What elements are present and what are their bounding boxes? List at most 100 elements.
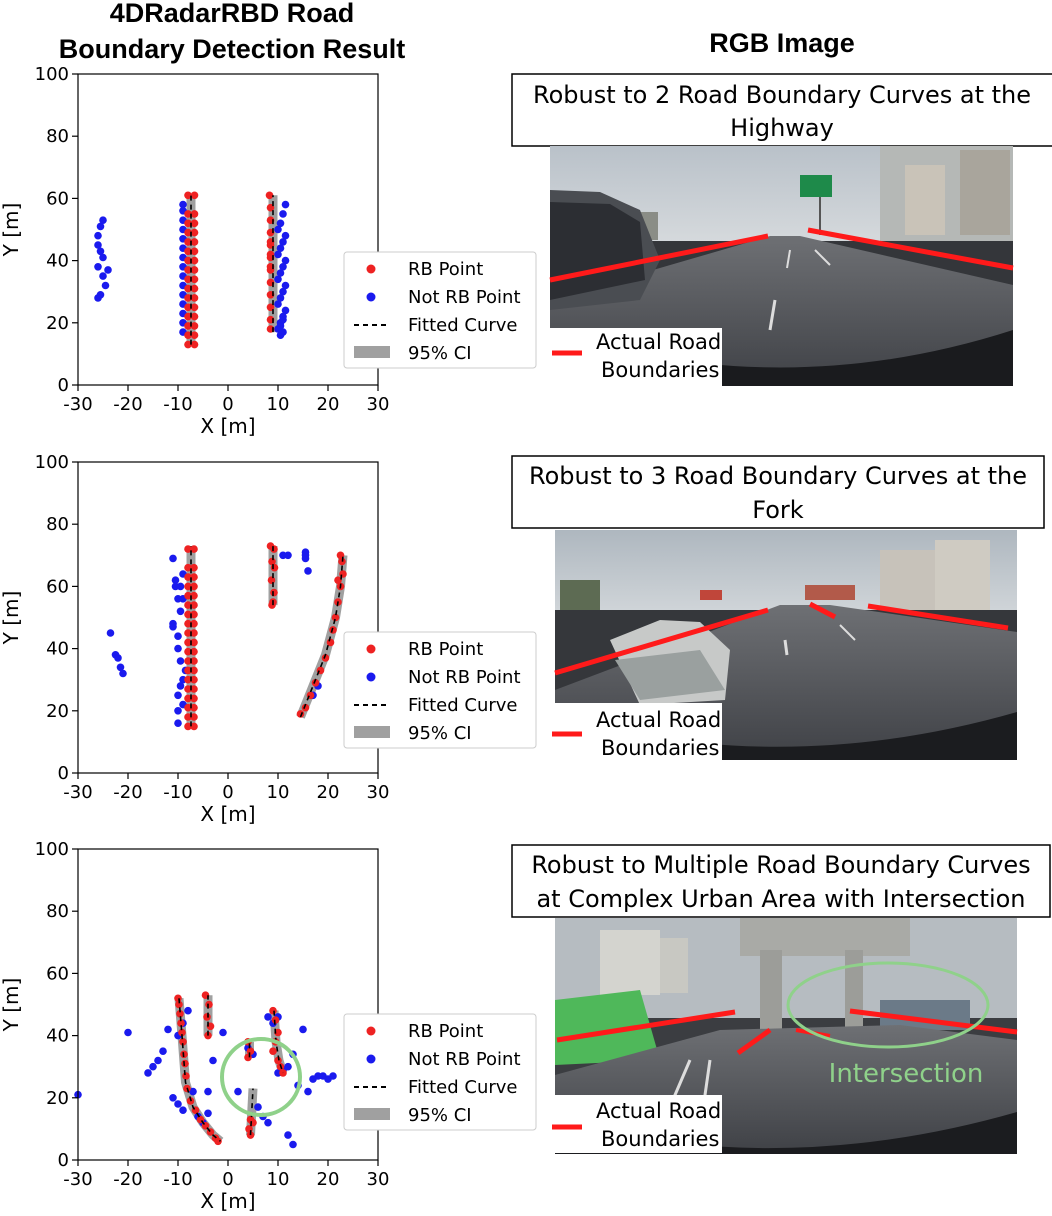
legend-ci-swatch: [354, 726, 390, 738]
rb-point: [184, 573, 192, 581]
photo-legend-label-line2: Boundaries: [601, 736, 719, 760]
not-rb-point: [104, 266, 112, 274]
rb-point: [184, 275, 192, 284]
not-rb-point: [254, 1103, 262, 1111]
x-tick-label: -10: [163, 782, 192, 803]
rb-point: [190, 675, 198, 684]
rb-point: [184, 256, 192, 265]
rb-point: [270, 588, 278, 597]
rb-point: [190, 228, 199, 237]
rb-point: [214, 1137, 222, 1146]
legend-rb-label: RB Point: [408, 1021, 483, 1042]
x-tick-label: 10: [267, 782, 290, 803]
x-tick-label: -10: [163, 1169, 192, 1190]
not-rb-point: [169, 1094, 177, 1102]
rb-point: [184, 266, 192, 274]
rb-point: [182, 1072, 190, 1080]
photo-legend-label-line1: Actual Road: [596, 1099, 721, 1123]
not-rb-point: [329, 1072, 337, 1080]
rb-point: [175, 1000, 183, 1009]
legend-ci-swatch: [354, 1108, 390, 1120]
legend-panel-1: RB Point Not RB Point Fitted Curve 95% C…: [343, 251, 537, 369]
legend-notrb-label: Not RB Point: [408, 287, 521, 308]
rb-point: [179, 1038, 187, 1046]
road-photo-1: [549, 146, 1014, 386]
not-rb-point: [234, 1087, 242, 1096]
rb-point: [267, 576, 276, 584]
y-tick-label: 60: [46, 188, 69, 209]
legend-rb-label: RB Point: [408, 259, 483, 280]
rb-point: [184, 238, 192, 246]
not-rb-point: [264, 1118, 272, 1127]
not-rb-point: [144, 1069, 152, 1077]
not-rb-point: [174, 632, 182, 640]
not-rb-point: [174, 644, 182, 653]
rb-point: [269, 1006, 277, 1015]
rb-point: [190, 591, 198, 600]
fitted-curve: [249, 1088, 254, 1136]
rb-point: [326, 638, 335, 647]
not-rb-point: [99, 253, 107, 262]
photo-legend-label-line1: Actual Road: [596, 330, 721, 354]
not-rb-point: [164, 1025, 172, 1034]
not-rb-point: [276, 269, 285, 277]
not-rb-point: [279, 263, 287, 271]
not-rb-point: [281, 281, 290, 290]
caption-panel-3-line1: Robust to Multiple Road Boundary Curves: [531, 851, 1030, 879]
not-rb-point: [274, 250, 282, 259]
not-rb-point: [174, 1100, 182, 1108]
x-axis-label: X [m]: [200, 802, 255, 826]
fitted-curve: [273, 1010, 284, 1074]
right-title: RGB Image: [709, 28, 855, 58]
rb-point: [176, 1010, 184, 1018]
rb-point: [246, 1047, 255, 1055]
intersection-circle-chart: [220, 1037, 302, 1117]
rb-point: [190, 573, 198, 581]
caption-panel-3-line2: at Complex Urban Area with Intersection: [536, 885, 1025, 913]
caption-box-panel-2: Robust to 3 Road Boundary Curves at the …: [511, 455, 1045, 529]
y-tick-label: 20: [46, 701, 69, 722]
rb-point: [184, 694, 192, 703]
rb-point: [190, 629, 198, 637]
rb-point: [184, 713, 192, 721]
not-rb-point: [176, 607, 185, 616]
y-tick-label: 80: [46, 126, 69, 147]
rb-point: [184, 685, 192, 693]
road-boundary-line: [549, 233, 769, 283]
y-axis-label: Y [m]: [0, 203, 23, 258]
rb-point: [190, 647, 198, 656]
not-rb-point: [219, 1028, 227, 1037]
rb-point: [190, 191, 199, 200]
not-rb-point: [101, 281, 110, 290]
not-rb-point: [114, 654, 122, 662]
rb-point: [184, 322, 192, 330]
x-tick-label: 20: [317, 394, 340, 415]
rb-point: [184, 303, 192, 312]
intersection-label: Intersection: [829, 1059, 984, 1089]
y-tick-label: 100: [35, 839, 69, 860]
not-rb-point: [304, 567, 312, 575]
y-tick-label: 0: [58, 375, 69, 396]
road-boundary-line: [554, 607, 769, 676]
y-tick-label: 80: [46, 901, 69, 922]
intersection-circle-photo: [786, 961, 990, 1049]
rb-point: [184, 647, 192, 656]
x-tick-label: 30: [367, 1169, 390, 1190]
rb-point: [184, 312, 192, 321]
rb-point: [184, 666, 192, 675]
rb-point: [190, 284, 199, 293]
rb-point: [184, 247, 192, 256]
legend-notrb-marker: [366, 672, 376, 682]
rb-point: [184, 703, 192, 712]
photo-legend-1: Actual Road Boundaries: [550, 328, 722, 386]
legend-panel-2: RB Point Not RB Point Fitted Curve 95% C…: [343, 631, 537, 749]
not-rb-point: [281, 200, 290, 209]
not-rb-point: [96, 247, 105, 256]
not-rb-point: [174, 719, 182, 727]
rb-point: [296, 710, 305, 718]
y-tick-label: 100: [35, 64, 69, 85]
rb-point: [184, 210, 192, 218]
photo-legend-label-line2: Boundaries: [601, 1127, 719, 1151]
not-rb-point: [149, 1062, 157, 1071]
